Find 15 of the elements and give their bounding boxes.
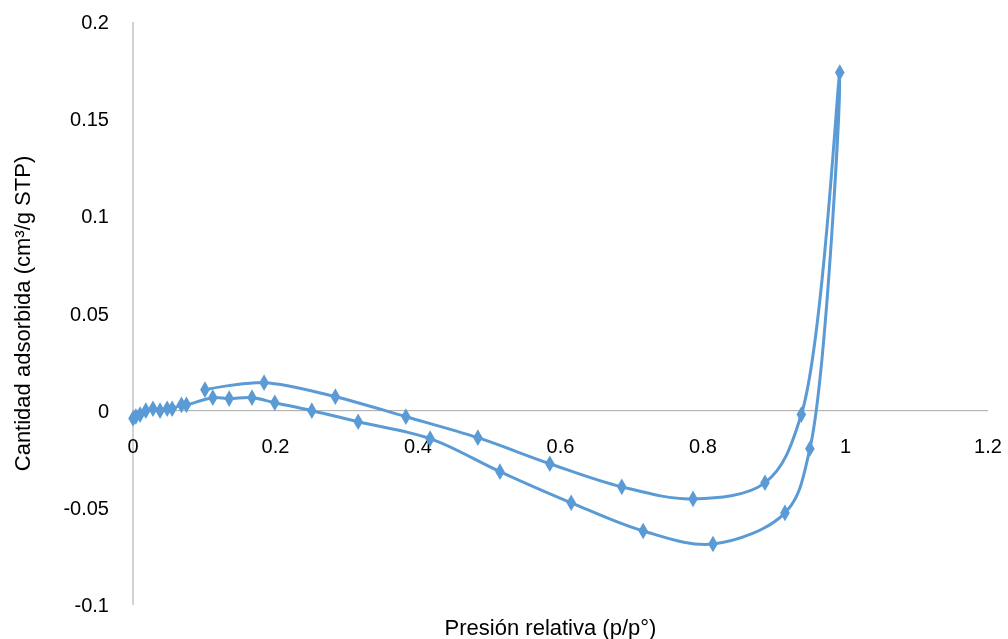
y-tick-label: 0.2 — [81, 11, 109, 33]
x-tick-label: 1.2 — [974, 434, 1002, 457]
x-tick-label: 0.6 — [546, 434, 575, 457]
y-tick-label: -0.05 — [63, 496, 109, 519]
y-tick-label: -0.1 — [74, 594, 109, 616]
x-axis-title: Presión relativa (p/p°) — [444, 615, 657, 639]
y-tick-label: 0.1 — [81, 205, 109, 228]
y-tick-label: 0.15 — [70, 108, 109, 131]
x-tick-label: 0 — [127, 434, 139, 457]
x-tick-label: 0.2 — [261, 434, 290, 457]
y-tick-label: 0.05 — [70, 302, 109, 325]
x-tick-label: 0.8 — [689, 434, 717, 457]
y-axis-title: Cantidad adsorbida (cm³/g STP) — [10, 155, 35, 472]
y-tick-label: 0 — [97, 399, 109, 422]
x-tick-label: 1 — [839, 434, 852, 457]
